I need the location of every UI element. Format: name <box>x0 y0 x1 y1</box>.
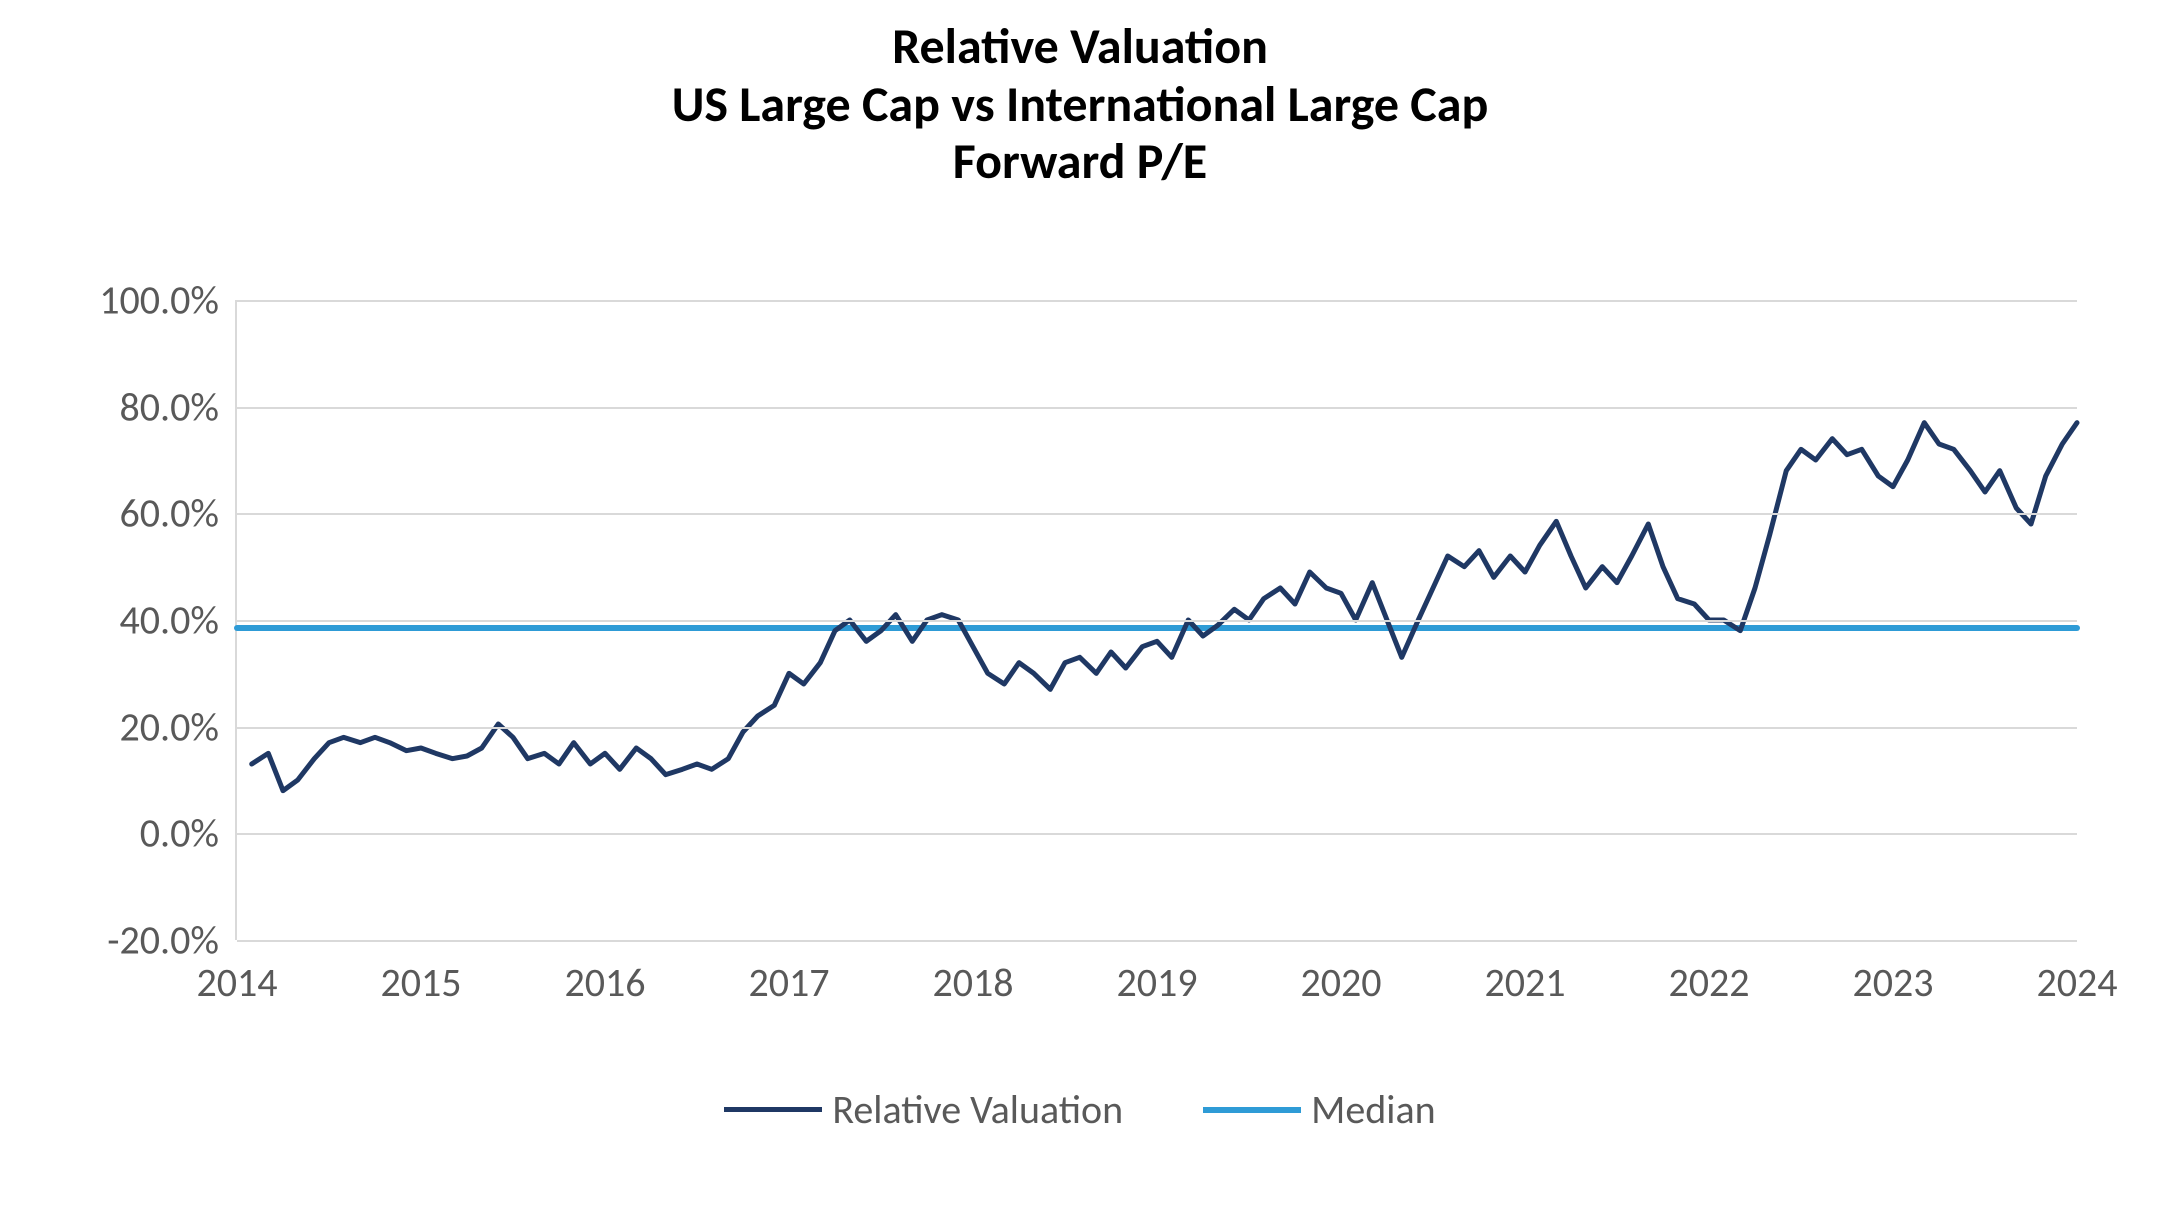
y-axis-tick-label: 100.0% <box>99 276 237 325</box>
y-axis-tick-label: 40.0% <box>119 596 237 645</box>
x-axis-tick-label: 2016 <box>564 940 645 1007</box>
chart-title-line: US Large Cap vs International Large Cap <box>0 76 2160 134</box>
x-axis-tick-label: 2021 <box>1484 940 1565 1007</box>
chart-title: Relative ValuationUS Large Cap vs Intern… <box>0 0 2160 191</box>
x-axis-tick-label: 2015 <box>380 940 461 1007</box>
y-axis-tick-label: 60.0% <box>119 489 237 538</box>
x-axis-tick-label: 2022 <box>1668 940 1749 1007</box>
legend-label: Relative Valuation <box>832 1085 1123 1134</box>
series-line <box>252 423 2077 791</box>
y-axis-tick-label: 80.0% <box>119 382 237 431</box>
legend-swatch <box>724 1107 822 1112</box>
legend-label: Median <box>1311 1085 1435 1134</box>
chart-title-line: Forward P/E <box>0 133 2160 191</box>
plot-area: -20.0%0.0%20.0%40.0%60.0%80.0%100.0%2014… <box>235 300 2077 940</box>
legend-item: Median <box>1203 1085 1435 1134</box>
gridline <box>237 833 2077 835</box>
chart-legend: Relative Valuation Median <box>0 1085 2160 1134</box>
legend-swatch <box>1203 1107 1301 1113</box>
x-axis-tick-label: 2023 <box>1852 940 1933 1007</box>
gridline <box>237 513 2077 515</box>
x-axis-tick-label: 2020 <box>1300 940 1381 1007</box>
x-axis-tick-label: 2017 <box>748 940 829 1007</box>
gridline <box>237 727 2077 729</box>
x-axis-tick-label: 2019 <box>1116 940 1197 1007</box>
y-axis-tick-label: 20.0% <box>119 702 237 751</box>
chart-title-line: Relative Valuation <box>0 18 2160 76</box>
gridline <box>237 620 2077 622</box>
y-axis-tick-label: 0.0% <box>140 809 237 858</box>
x-axis-tick-label: 2024 <box>2036 940 2117 1007</box>
gridline <box>237 407 2077 409</box>
x-axis-tick-label: 2018 <box>932 940 1013 1007</box>
legend-item: Relative Valuation <box>724 1085 1123 1134</box>
chart-container: Relative ValuationUS Large Cap vs Intern… <box>0 0 2160 1215</box>
gridline <box>237 300 2077 302</box>
x-axis-tick-label: 2014 <box>196 940 277 1007</box>
